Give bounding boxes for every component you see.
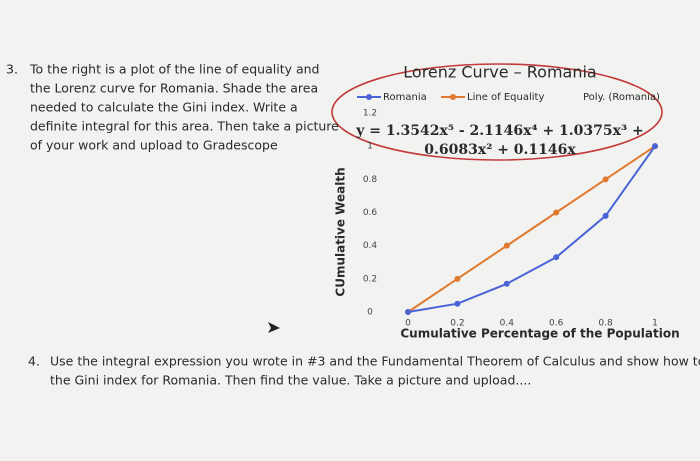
data-point: [553, 209, 560, 216]
y-tick-label: 0.4: [363, 241, 378, 251]
x-tick-label: 0.2: [450, 319, 464, 329]
data-point: [454, 275, 461, 282]
data-point: [503, 280, 510, 287]
y-tick-label: 0.2: [363, 274, 377, 284]
y-tick-label: 0.8: [363, 175, 378, 185]
equation: 0.6083x² + 0.1146x: [424, 142, 576, 158]
data-point: [602, 176, 609, 183]
question-number: 4.: [28, 354, 40, 369]
legend-label: Line of Equality: [467, 92, 544, 103]
data-point: [602, 212, 609, 219]
data-point: [405, 309, 411, 315]
data-point: [553, 254, 560, 261]
series-line: [407, 145, 656, 313]
data-point: [652, 143, 658, 150]
series-line: [407, 145, 656, 313]
equation: y = 1.3542x⁵ - 2.1146x⁴ + 1.0375x³ +: [355, 123, 643, 139]
question-text: definite integral for this area. Then ta…: [30, 119, 339, 134]
data-point: [454, 300, 461, 307]
hand-drawn-oval: [331, 63, 663, 161]
question-text: Use the integral expression you wrote in…: [50, 354, 700, 369]
x-tick-label: 0: [405, 319, 411, 329]
chart-title: Lorenz Curve – Romania: [403, 63, 596, 82]
question-number: 3.: [6, 62, 18, 77]
y-axis-label: CUmulative Wealth: [334, 167, 348, 296]
y-tick-label: 1.2: [363, 109, 377, 119]
x-tick-label: 1: [652, 319, 658, 329]
y-tick-label: 0: [367, 308, 373, 318]
legend-label: Poly. (Romania): [583, 92, 660, 103]
data-point: [503, 242, 510, 249]
y-tick-label: 1: [367, 142, 373, 152]
legend-label: Romania: [383, 92, 427, 103]
legend-marker: [366, 94, 372, 100]
question-text: needed to calculate the Gini index. Writ…: [30, 100, 298, 115]
x-tick-label: 0.4: [500, 319, 515, 329]
cursor: [268, 322, 280, 333]
question-text: the Lorenz curve for Romania. Shade the …: [30, 81, 318, 96]
question-text: of your work and upload to Gradescope: [30, 138, 278, 153]
legend-marker: [450, 94, 456, 100]
question-text: the Gini index for Romania. Then find th…: [50, 373, 531, 388]
question-text: To the right is a plot of the line of eq…: [29, 62, 320, 77]
x-axis-label: Cumulative Percentage of the Population: [400, 327, 679, 341]
x-tick-label: 0.6: [549, 319, 564, 329]
x-tick-label: 0.8: [598, 319, 613, 329]
y-tick-label: 0.6: [363, 208, 378, 218]
